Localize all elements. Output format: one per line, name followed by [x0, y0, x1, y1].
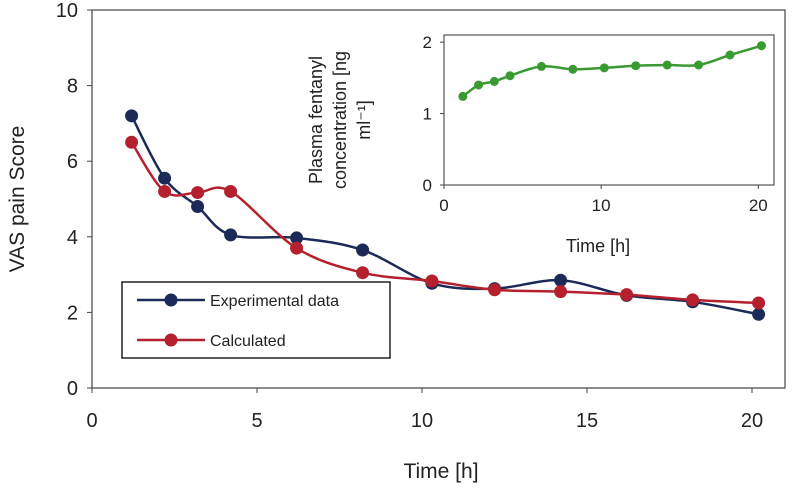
main-data-point-calculated — [356, 266, 370, 280]
inset-x-tick-label: 20 — [749, 196, 768, 215]
inset-data-point-plasma-fentanyl-concentration — [694, 60, 704, 70]
main-y-tick-label: 6 — [67, 151, 78, 173]
main-y-tick-label: 4 — [67, 227, 78, 249]
inset-y-tick-label: 1 — [423, 105, 432, 124]
main-y-tick-label: 10 — [56, 0, 78, 22]
main-data-point-calculated — [752, 296, 766, 310]
inset-x-tick-label: 0 — [439, 196, 448, 215]
inset-data-point-plasma-fentanyl-concentration — [725, 50, 735, 60]
main-y-axis-title: VAS pain Score — [6, 126, 29, 273]
main-y-tick-label: 2 — [67, 302, 78, 324]
main-x-tick-label: 5 — [251, 410, 262, 432]
main-data-point-experimental-data — [290, 231, 304, 245]
inset-data-point-plasma-fentanyl-concentration — [662, 60, 672, 70]
legend-marker-experimental — [164, 293, 178, 307]
main-x-tick-label: 15 — [576, 410, 598, 432]
legend-label-experimental: Experimental data — [210, 293, 339, 310]
inset-axes: 0 10 20 0 1 2 — [423, 33, 768, 215]
legend-box — [121, 281, 391, 359]
main-y-tick-label: 8 — [67, 76, 78, 98]
main-data-point-calculated — [425, 274, 439, 288]
inset-y-tick-label: 0 — [423, 176, 432, 195]
inset-y-tick-label: 2 — [423, 33, 432, 52]
main-data-point-calculated — [125, 135, 139, 149]
main-x-tick-label: 20 — [741, 410, 763, 432]
main-data-point-experimental-data — [752, 307, 766, 321]
inset-y-axis-title-line-1: Plasma fentanyl — [306, 56, 326, 184]
main-x-tick-label: 10 — [411, 410, 433, 432]
main-data-point-experimental-data — [125, 109, 139, 123]
inset-data-point-plasma-fentanyl-concentration — [458, 91, 468, 101]
main-data-point-calculated — [224, 184, 238, 198]
inset-data-point-plasma-fentanyl-concentration — [568, 64, 578, 74]
main-data-point-calculated — [620, 288, 634, 302]
inset-data-point-plasma-fentanyl-concentration — [505, 71, 515, 81]
main-data-point-calculated — [554, 285, 568, 299]
legend-label-calculated: Calculated — [210, 333, 286, 350]
main-series — [125, 109, 766, 321]
inset-y-axis-title-line-3: ml⁻¹] — [354, 100, 374, 140]
main-data-point-experimental-data — [224, 228, 238, 242]
main-plot-frame — [91, 9, 786, 389]
main-data-point-experimental-data — [158, 171, 172, 185]
main-data-point-calculated — [191, 186, 205, 200]
main-y-tick-label: 0 — [67, 378, 78, 400]
inset-x-axis-title: Time [h] — [566, 236, 630, 256]
main-data-point-calculated — [488, 283, 502, 297]
inset-data-point-plasma-fentanyl-concentration — [474, 80, 484, 90]
inset-data-point-plasma-fentanyl-concentration — [756, 41, 766, 51]
inset-data-point-plasma-fentanyl-concentration — [631, 61, 641, 71]
main-data-point-experimental-data — [191, 200, 205, 214]
main-data-point-experimental-data — [356, 243, 370, 257]
inset-data-point-plasma-fentanyl-concentration — [599, 63, 609, 73]
inset-y-axis-title: Plasma fentanyl concentration [ng ml⁻¹] — [306, 51, 374, 189]
legend: Experimental data Calculated — [121, 281, 391, 359]
main-x-tick-label: 0 — [86, 410, 97, 432]
main-data-point-experimental-data — [554, 273, 568, 287]
inset-y-axis-title-line-2: concentration [ng — [330, 51, 350, 189]
main-x-axis-title: Time [h] — [403, 460, 478, 483]
main-data-point-calculated — [290, 241, 304, 255]
main-data-point-calculated — [158, 184, 172, 198]
main-data-point-calculated — [686, 293, 700, 307]
inset-x-tick-label: 10 — [592, 196, 611, 215]
inset-data-point-plasma-fentanyl-concentration — [489, 76, 499, 86]
inset-data-point-plasma-fentanyl-concentration — [536, 61, 546, 71]
legend-marker-calculated — [164, 333, 178, 347]
inset-series — [458, 41, 766, 101]
